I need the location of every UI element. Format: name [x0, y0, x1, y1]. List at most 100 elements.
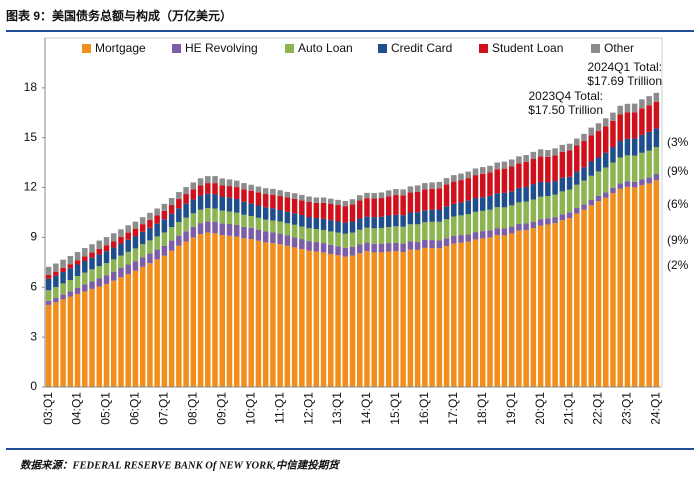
bar-segment: [226, 186, 233, 198]
bar-segment: [161, 232, 168, 246]
bar-segment: [451, 216, 457, 236]
bar-segment: [443, 178, 450, 185]
bar-segment: [436, 209, 443, 222]
bar-segment: [653, 92, 660, 102]
bar-segment: [436, 181, 443, 189]
bar-segment: [103, 251, 110, 264]
bar-segment: [465, 200, 472, 215]
bar-segment: [617, 141, 623, 158]
chart-title: 图表 9：美国债务总额与构成（万亿美元）: [6, 8, 232, 23]
bar-segment: [429, 248, 435, 387]
bar-segment: [176, 199, 182, 209]
bar-segment: [574, 138, 580, 146]
bar-segment: [385, 215, 392, 228]
bar-segment: [574, 213, 580, 387]
bar-segment: [523, 161, 529, 187]
bar-segment: [168, 227, 175, 241]
bar-segment: [400, 243, 406, 253]
bar-segment: [436, 240, 443, 249]
bar-segment: [190, 189, 197, 200]
bar-segment: [523, 154, 529, 162]
x-tick-label: 11:Q1: [272, 392, 286, 424]
bar-segment: [559, 177, 566, 192]
bar-segment: [328, 254, 334, 387]
bar-segment: [356, 253, 363, 387]
bar-segment: [378, 192, 385, 199]
bar-segment: [414, 224, 421, 242]
bar-segment: [190, 226, 197, 238]
bar-segment: [530, 199, 537, 222]
bar-segment: [378, 198, 385, 217]
bar-segment: [277, 190, 283, 197]
bar-segment: [508, 159, 515, 167]
bar-segment: [197, 195, 204, 210]
bar-segment: [646, 183, 652, 387]
x-tick-label: 21:Q1: [562, 392, 576, 425]
bar-segment: [472, 175, 479, 199]
source: 数据来源：FEDERAL RESERVE BANK Of NEW YORK,中信…: [20, 458, 340, 471]
bar-segment: [523, 230, 529, 387]
bar-segment: [53, 275, 59, 288]
bar-segment: [132, 261, 139, 271]
bar-segment: [168, 250, 175, 387]
bar-segment: [205, 193, 211, 209]
bar-segment: [212, 183, 218, 195]
bar-segment: [378, 216, 385, 228]
bar-segment: [545, 218, 551, 225]
bar-segment: [233, 212, 240, 225]
bar-segment: [342, 256, 349, 387]
bar-segment: [465, 241, 472, 387]
bar-segment: [176, 192, 182, 200]
bar-segment: [566, 176, 573, 190]
bar-segment: [110, 233, 117, 242]
bar-segment: [610, 112, 616, 121]
bar-segment: [393, 195, 399, 215]
bar-segment: [545, 156, 551, 183]
bar-segment: [270, 194, 276, 209]
bar-segment: [45, 274, 52, 279]
bar-segment: [451, 203, 457, 217]
bar-segment: [371, 217, 377, 229]
bar-segment: [147, 253, 153, 264]
bar-segment: [45, 300, 52, 305]
bar-segment: [291, 193, 298, 199]
x-tick-label: 16:Q1: [417, 392, 431, 425]
bar-segment: [60, 299, 66, 387]
bar-segment: [335, 232, 341, 247]
bar-segment: [407, 192, 414, 213]
bar-segment: [624, 181, 631, 187]
bar-segment: [465, 234, 472, 242]
bar-segment: [458, 202, 464, 216]
bar-segment: [168, 240, 175, 251]
bar-segment: [458, 235, 464, 243]
bar-segment: [277, 221, 283, 234]
bar-segment: [624, 138, 631, 156]
bar-segment: [545, 182, 551, 197]
bar-segment: [139, 217, 146, 225]
bar-segment: [118, 255, 124, 269]
bar-segment: [487, 230, 493, 238]
bar-segment: [624, 103, 631, 113]
bar-segment: [226, 197, 233, 212]
bar-segment: [241, 183, 247, 190]
bar-segment: [277, 233, 283, 245]
bar-segment: [537, 219, 544, 226]
bar-segment: [320, 252, 327, 387]
bar-segment: [183, 194, 189, 204]
bar-segment: [595, 123, 602, 132]
bar-segment: [407, 241, 414, 250]
bar-segment: [82, 256, 88, 262]
bar-segment: [458, 215, 464, 236]
x-tick-label: 08:Q1: [185, 392, 199, 425]
bar-segment: [299, 214, 305, 227]
bar-segment: [284, 235, 291, 246]
bar-segment: [479, 173, 486, 198]
x-tick-label: 14:Q1: [359, 392, 373, 425]
bar-segment: [190, 199, 197, 214]
bar-segment: [284, 197, 291, 212]
bar-segment: [588, 161, 595, 176]
bar-segment: [479, 231, 486, 239]
bar-segment: [328, 244, 334, 255]
bar-segment: [458, 173, 464, 181]
bar-segment: [82, 284, 88, 292]
